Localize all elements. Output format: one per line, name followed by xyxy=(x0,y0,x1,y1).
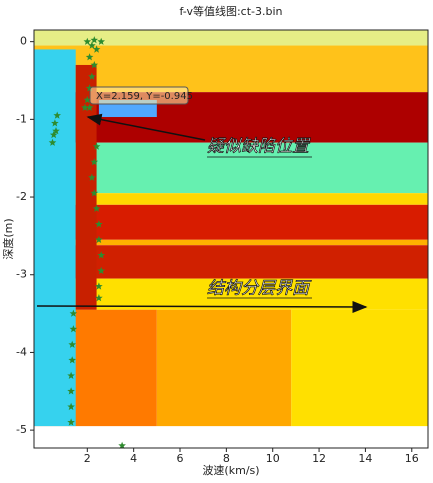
x-tick-label: 8 xyxy=(223,452,230,465)
star-point xyxy=(92,142,101,150)
y-tick-label: -3 xyxy=(16,268,27,281)
heat-region xyxy=(34,239,428,246)
annotation: 结构分层界面 xyxy=(207,279,312,299)
star-point xyxy=(85,53,94,61)
star-point xyxy=(83,95,92,104)
star-point xyxy=(92,204,101,212)
star-point xyxy=(88,173,96,181)
star-point xyxy=(67,402,75,411)
star-point xyxy=(97,251,105,259)
star-point xyxy=(95,282,103,290)
heat-region xyxy=(34,30,428,46)
heat-region xyxy=(156,309,292,427)
annotation: 疑似缺陷位置 xyxy=(207,137,311,157)
x-tick-label: 4 xyxy=(130,452,137,465)
y-tick-label: -2 xyxy=(16,190,27,203)
star-point xyxy=(69,325,78,333)
star-point xyxy=(92,45,101,53)
heat-region xyxy=(34,45,428,93)
y-axis-label: 深度(m) xyxy=(1,218,15,259)
star-point xyxy=(95,235,103,243)
star-point xyxy=(48,138,57,146)
heat-region xyxy=(34,49,76,427)
x-tick-label: 2 xyxy=(84,452,91,465)
x-tick-label: 16 xyxy=(405,452,419,465)
star-point xyxy=(88,72,96,80)
star-point xyxy=(51,119,59,127)
star-point xyxy=(49,130,58,139)
x-tick-label: 12 xyxy=(312,452,326,465)
star-point xyxy=(88,41,96,49)
star-point xyxy=(97,266,105,275)
heat-region xyxy=(34,193,428,205)
x-axis-label: 波速(km/s) xyxy=(202,464,259,477)
star-point xyxy=(69,309,78,317)
star-point xyxy=(90,189,99,197)
tooltip-box xyxy=(89,86,189,105)
star-point xyxy=(97,37,105,45)
star-point xyxy=(67,387,75,395)
y-tick-label: -5 xyxy=(16,423,27,436)
star-point xyxy=(118,441,126,449)
y-tick-label: 0 xyxy=(20,35,27,48)
star-point xyxy=(67,418,75,426)
star-point xyxy=(68,356,76,364)
heat-region xyxy=(34,426,428,448)
x-tick-label: 14 xyxy=(358,452,372,465)
x-tick-label: 10 xyxy=(266,452,280,465)
axes-frame xyxy=(33,29,429,449)
x-tick-label: 6 xyxy=(177,452,184,465)
star-point xyxy=(95,220,103,228)
chart-title: f-v等值线图:ct-3.bin xyxy=(180,4,283,18)
heat-region xyxy=(291,309,428,427)
star-point xyxy=(68,340,76,348)
star-point xyxy=(85,84,94,92)
star-point xyxy=(90,158,99,166)
star-point xyxy=(81,103,89,111)
heat-region xyxy=(75,64,97,310)
star-point xyxy=(95,294,103,302)
star-point xyxy=(90,61,99,69)
y-tick-label: -4 xyxy=(16,345,27,358)
star-point xyxy=(83,37,92,45)
y-tick-label: -1 xyxy=(16,112,27,125)
tooltip-text: X=2.159, Y=-0.945 xyxy=(96,91,193,102)
star-point xyxy=(90,36,99,44)
star-point xyxy=(53,111,61,119)
heat-region xyxy=(34,142,428,194)
star-point xyxy=(85,103,94,111)
arrow xyxy=(36,300,368,313)
star-point xyxy=(52,127,60,135)
tooltip: X=2.159, Y=-0.945 xyxy=(89,86,193,105)
arrow xyxy=(86,113,206,141)
star-point xyxy=(67,371,75,379)
